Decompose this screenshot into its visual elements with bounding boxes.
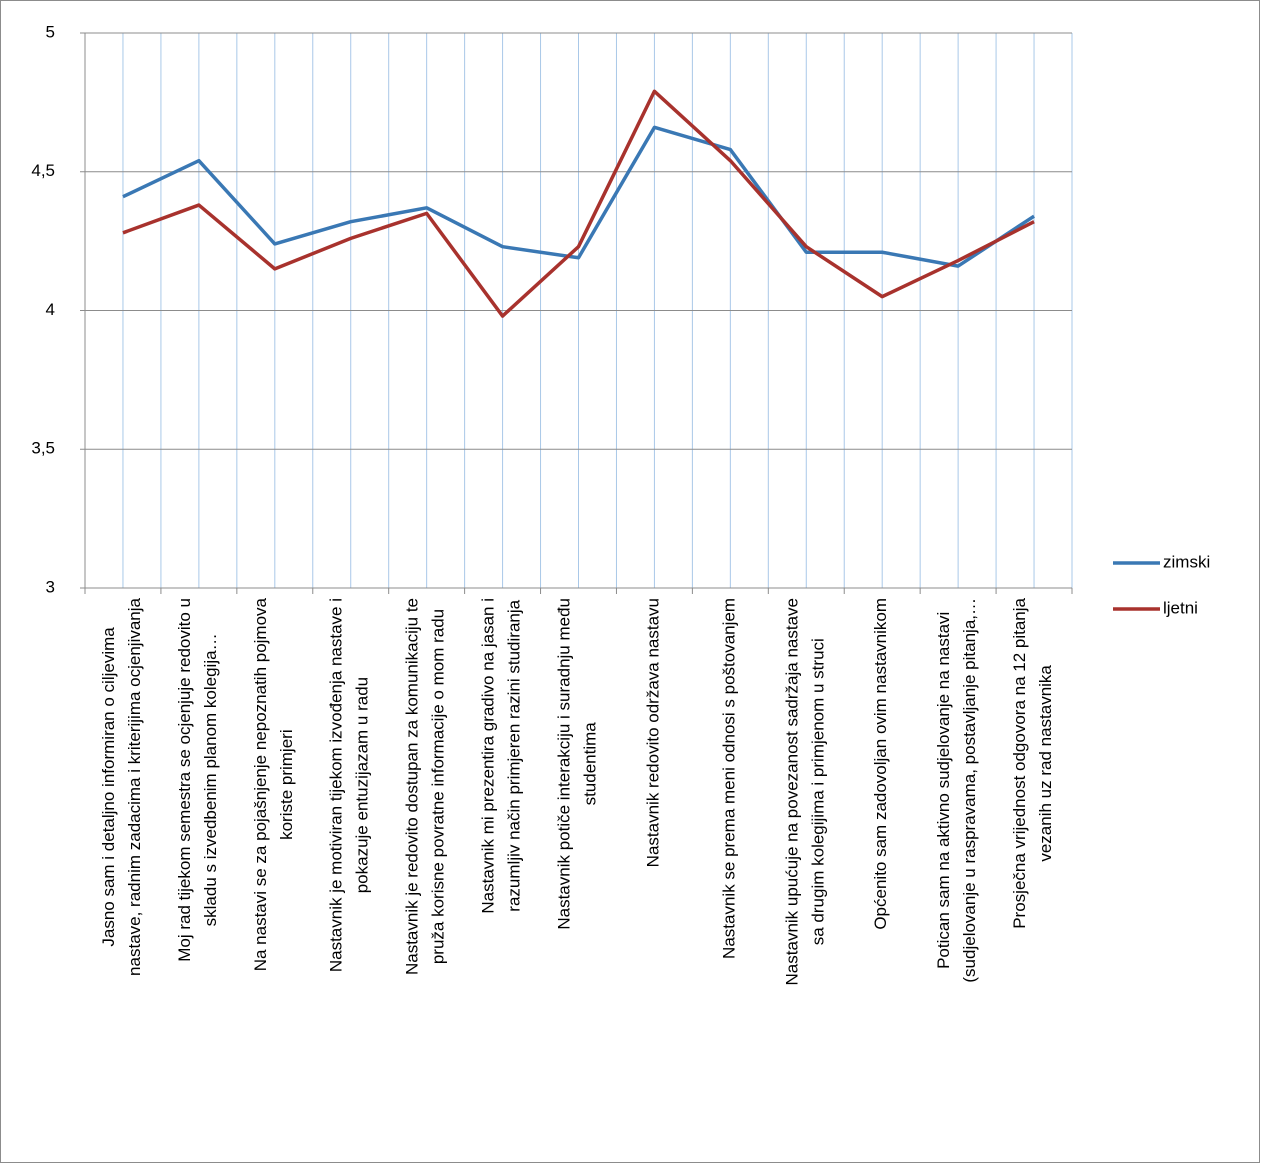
series-line (122, 125, 1036, 268)
x-tick-label: Prosječna vrijednost odgovora na 12 pita… (1011, 597, 1056, 928)
x-tick-label: Nastavnik je redovito dostupan za komuni… (403, 598, 448, 975)
x-tick-label: Nastavnik upućuje na povezanost sadržaja… (783, 598, 828, 985)
legend-label: zimski (1163, 552, 1210, 571)
series-line (122, 89, 1035, 318)
x-tick-label: Nastavnik redovito održava nastavu (644, 598, 663, 867)
y-tick-label: 5 (46, 22, 55, 41)
x-tick-label: Jasno sam i detaljno informiran o ciljev… (99, 597, 144, 975)
legend-label: ljetni (1163, 598, 1198, 617)
x-tick-label: Na nastavi se za pojašnjenje nepoznatih … (251, 597, 296, 971)
x-tick-label: Nastavnik se prema meni odnosi s poštova… (720, 598, 739, 959)
y-tick-label: 4,5 (31, 161, 55, 180)
y-tick-label: 3,5 (31, 439, 55, 458)
x-tick-label: Nastavnik potiče interakciju i suradnju … (555, 598, 600, 930)
x-tick-label: Moj rad tijekom semestra se ocjenjuje re… (175, 598, 220, 962)
x-tick-label: Općenito sam zadovoljan ovim nastavnikom (872, 598, 891, 930)
x-tick-label: Nastavnik je motiviran tijekom izvođenja… (327, 598, 372, 972)
x-tick-label: Potican sam na aktivno sudjelovanje na n… (935, 598, 980, 983)
y-tick-label: 3 (46, 577, 55, 596)
y-tick-label: 4 (46, 300, 55, 319)
x-tick-label: Nastavnik mi prezentira gradivo na jasan… (479, 598, 524, 914)
